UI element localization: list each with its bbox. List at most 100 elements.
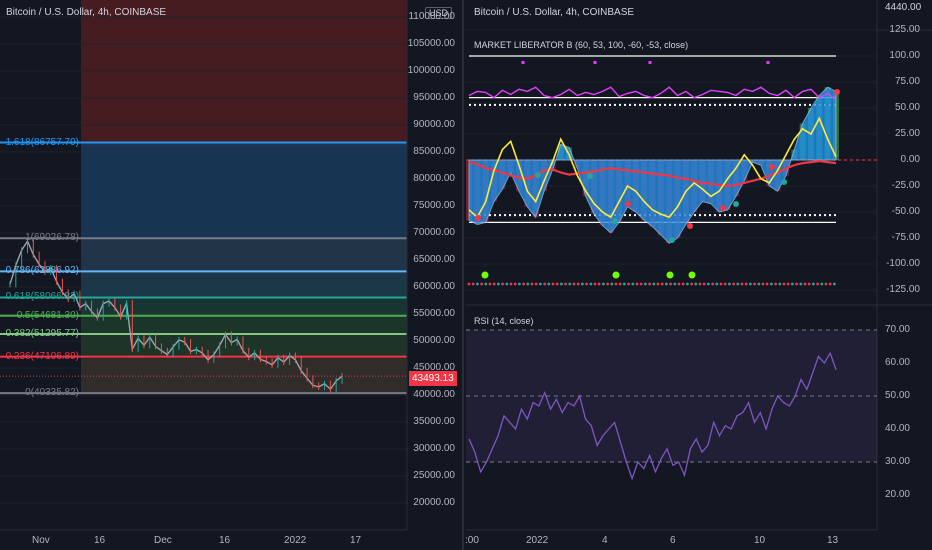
indicator1-cross-dot xyxy=(733,201,739,207)
fib-zone-fill xyxy=(81,315,407,335)
indicator1-bottom-dot xyxy=(547,282,551,286)
fib-level-label: 0(40335.82) xyxy=(25,387,79,399)
indicator1-bottom-dot xyxy=(480,282,483,286)
indicator1-bottom-dot xyxy=(711,282,714,286)
indicator1-bottom-dot xyxy=(509,282,513,286)
indicator1-axis-tick: 0.00 xyxy=(900,154,920,165)
fib-level-label: 0.786(62886.92) xyxy=(5,265,79,277)
indicator1-bottom-dot xyxy=(564,282,567,286)
indicator1-bottom-dot xyxy=(778,282,782,286)
indicator1-cross-dot xyxy=(769,164,775,170)
indicator1-bottom-dot xyxy=(551,282,555,286)
indicator1-bottom-dot xyxy=(669,282,672,286)
indicator1-bottom-dot xyxy=(740,282,744,286)
indicator1-axis-tick: -125.00 xyxy=(886,284,920,295)
indicator1-bottom-dot xyxy=(568,282,572,286)
indicator1-bottom-dot xyxy=(501,282,504,286)
price-axis-tick: 85000.00 xyxy=(413,146,455,157)
indicator1-bottom-dot xyxy=(707,282,710,286)
price-axis-tick: 60000.00 xyxy=(413,281,455,292)
indicator1-bottom-dot xyxy=(623,282,626,286)
right-time-axis-tick: 13 xyxy=(827,535,839,546)
fib-level-label: 0.618(58066.83) xyxy=(5,291,79,303)
price-axis-tick: 65000.00 xyxy=(413,254,455,265)
indicator1-bottom-dot xyxy=(555,282,559,286)
indicator1-bottom-dot xyxy=(803,282,807,286)
right-chart-title: Bitcoin / U.S. Dollar, 4h, COINBASE xyxy=(474,7,635,18)
indicator1-bottom-dot xyxy=(618,282,622,286)
indicator1-bottom-dot xyxy=(665,282,668,286)
indicator1-bottom-dot xyxy=(585,282,588,286)
fib-level-label: 1(69026.78) xyxy=(25,232,79,244)
indicator1-bottom-dot xyxy=(744,282,748,286)
indicator1-bottom-dot xyxy=(492,282,496,286)
indicator2-title[interactable]: RSI (14, close) xyxy=(474,316,534,326)
fib-zone-fill xyxy=(81,271,407,298)
price-axis-tick: 80000.00 xyxy=(413,173,455,184)
indicator1-bottom-dot xyxy=(572,282,576,286)
indicator1-cross-dot xyxy=(587,173,593,179)
indicator1-bottom-dot xyxy=(652,282,656,286)
indicator1-wave-area xyxy=(468,86,837,244)
indicator1-bottom-dot xyxy=(757,282,761,286)
rsi-axis-tick: 20.00 xyxy=(884,489,910,500)
fib-level-label: 0.382(51295.77) xyxy=(5,328,79,339)
right-time-axis-tick: 10 xyxy=(754,535,766,546)
indicator1-bottom-dot xyxy=(795,282,798,286)
price-axis-tick: 110000.00 xyxy=(408,11,455,22)
indicator1-bottom-dot xyxy=(753,282,756,286)
indicator1-title[interactable]: MARKET LIBERATOR B (60, 53, 100, -60, -5… xyxy=(474,40,689,50)
fib-zone-fill xyxy=(81,297,407,316)
indicator1-signal-dot xyxy=(612,271,620,279)
indicator1-fast-line xyxy=(468,116,837,219)
indicator1-cross-dot xyxy=(625,201,631,207)
indicator1-bottom-dot xyxy=(543,282,546,286)
indicator1-axis-tick: 75.00 xyxy=(894,76,920,87)
fib-level-label: 1.618(86757.79) xyxy=(5,136,79,148)
price-axis-tick: 105000.00 xyxy=(407,38,455,49)
indicator1-bottom-dot xyxy=(728,282,731,286)
indicator1-cross-dot xyxy=(781,179,787,185)
indicator1-bottom-dot xyxy=(824,282,828,286)
indicator1-bottom-dot xyxy=(686,282,689,286)
price-axis-tick: 40000.00 xyxy=(413,389,455,400)
indicator1-bottom-dot xyxy=(484,282,488,286)
indicator1-bottom-dot xyxy=(774,282,777,286)
indicator1-bottom-dot xyxy=(602,282,605,286)
indicator1-bottom-dot xyxy=(807,282,811,286)
indicator1-bottom-dot xyxy=(534,282,538,286)
indicator1-bottom-dot xyxy=(660,282,664,286)
indicator1-bottom-dot xyxy=(488,282,492,286)
indicator1-cross-dot xyxy=(720,205,726,211)
indicator1-bottom-dot xyxy=(606,282,609,286)
indicator1-bottom-dot xyxy=(539,282,542,286)
indicator1-axis-tick: -75.00 xyxy=(891,232,920,243)
indicator1-bottom-dot xyxy=(681,282,685,286)
indicator1-cross-dot xyxy=(475,215,481,221)
last-price-badge: 43493.13 xyxy=(409,371,457,386)
indicator1-bottom-dot xyxy=(576,282,580,286)
indicator1-bottom-dot xyxy=(648,282,651,286)
indicator1-bottom-dot xyxy=(560,282,563,286)
indicator1-axis-tick: 25.00 xyxy=(894,128,920,139)
indicator1-bottom-dot xyxy=(526,282,530,286)
indicator1-bottom-dot xyxy=(522,282,525,286)
indicator1-axis-tick: -25.00 xyxy=(891,180,920,191)
indicator1-bottom-dot xyxy=(715,282,719,286)
indicator1-bottom-dot xyxy=(736,282,740,286)
price-axis-tick: 35000.00 xyxy=(413,416,455,427)
time-axis-tick: Dec xyxy=(154,535,172,546)
indicator1-bottom-dot xyxy=(497,282,500,286)
rsi-axis-tick: 50.00 xyxy=(884,390,910,401)
rsi-axis-tick: 60.00 xyxy=(884,357,910,368)
time-axis-tick: Nov xyxy=(32,535,50,546)
currency-label[interactable]: USD xyxy=(425,7,453,19)
indicator1-bottom-dot xyxy=(476,282,479,286)
indicator1-top-marker xyxy=(593,61,597,64)
time-axis-tick: 17 xyxy=(350,535,362,546)
right-time-axis-tick: 4 xyxy=(602,535,608,546)
indicator1-bottom-dot xyxy=(471,282,475,286)
indicator1-bottom-dot xyxy=(749,282,752,286)
